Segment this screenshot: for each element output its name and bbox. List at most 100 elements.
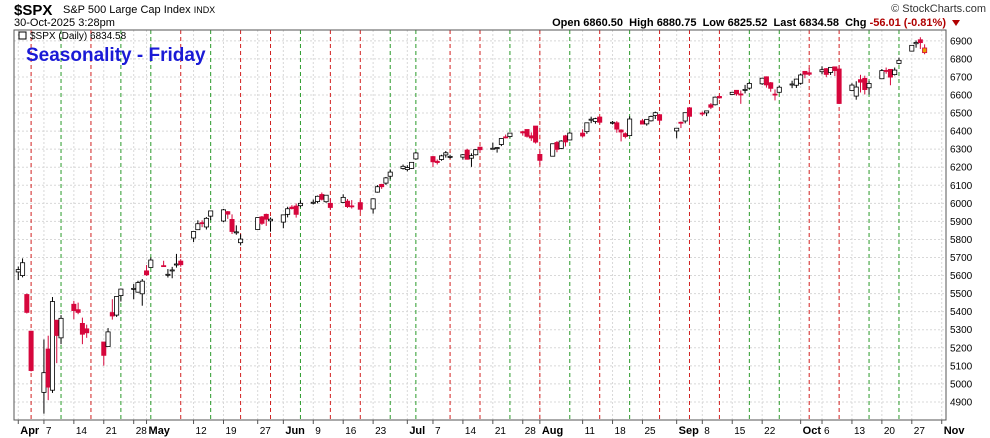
candle-body bbox=[704, 110, 710, 114]
candle bbox=[819, 66, 825, 75]
candle-body bbox=[862, 77, 868, 90]
y-tick-label: 5400 bbox=[950, 307, 973, 318]
y-tick-label: 5200 bbox=[950, 343, 973, 354]
candle bbox=[319, 192, 325, 201]
x-axis: Apr 7 14 21 28 May 12 19 27 Jun 9 16 23 Jul 7 14 21 28 Aug… bbox=[17, 420, 965, 437]
candle-body bbox=[24, 294, 30, 313]
candle bbox=[563, 134, 569, 147]
y-tick-label: 5700 bbox=[950, 253, 973, 264]
candle-body bbox=[144, 270, 150, 276]
candle-body bbox=[537, 154, 543, 161]
candle bbox=[627, 116, 633, 137]
candle-body bbox=[357, 202, 363, 210]
description-text: S&P 500 Large Cap Index bbox=[63, 4, 191, 16]
y-tick-label: 6100 bbox=[950, 181, 973, 192]
candle bbox=[584, 122, 590, 134]
candle bbox=[15, 266, 21, 281]
candle-body bbox=[738, 93, 744, 96]
candle bbox=[614, 121, 620, 133]
candle bbox=[114, 296, 120, 317]
x-tick-label: 18 bbox=[615, 426, 627, 437]
candle bbox=[729, 91, 735, 95]
candle-body bbox=[28, 330, 34, 371]
candle bbox=[220, 208, 226, 223]
candle-body bbox=[225, 211, 231, 215]
candle-body bbox=[520, 131, 526, 134]
candle-body bbox=[734, 89, 740, 95]
chart-header: $SPX S&P 500 Large Cap Index INDX 30-Oct… bbox=[0, 0, 990, 30]
candle bbox=[699, 111, 705, 117]
candle-body bbox=[806, 72, 812, 75]
candle-body bbox=[131, 287, 137, 290]
candle-body bbox=[169, 269, 175, 272]
candle bbox=[776, 85, 782, 93]
open-value: 6860.50 bbox=[583, 17, 624, 29]
x-tick-label: 28 bbox=[525, 426, 537, 437]
candle bbox=[648, 115, 654, 122]
x-tick-label: 21 bbox=[106, 426, 118, 437]
candle-body bbox=[614, 122, 620, 130]
down-arrow-icon bbox=[952, 20, 960, 26]
candle bbox=[734, 89, 740, 96]
candle bbox=[468, 153, 474, 167]
candle-body bbox=[349, 205, 355, 208]
candle bbox=[507, 132, 513, 138]
candle bbox=[280, 214, 286, 229]
candle-body bbox=[498, 138, 504, 145]
candle bbox=[349, 200, 355, 209]
candle bbox=[622, 132, 628, 139]
x-tick-label: 13 bbox=[854, 426, 866, 437]
candle-body bbox=[473, 149, 479, 156]
x-tick-label: 11 bbox=[585, 426, 596, 437]
candle bbox=[165, 269, 171, 278]
candle-body bbox=[255, 217, 261, 230]
candle-body bbox=[118, 288, 124, 296]
candle bbox=[892, 67, 898, 76]
candle-body bbox=[79, 323, 85, 335]
brand-logo[interactable]: © StockCharts.com bbox=[891, 3, 986, 15]
y-tick-label: 5000 bbox=[950, 379, 973, 390]
candle-body bbox=[789, 83, 795, 86]
x-tick-label: Jun bbox=[285, 425, 305, 437]
candle-body bbox=[370, 198, 376, 210]
candle bbox=[558, 140, 564, 150]
candle bbox=[678, 121, 684, 129]
candle-body bbox=[648, 116, 654, 122]
candle-body bbox=[678, 121, 684, 124]
candle bbox=[738, 90, 744, 104]
candle bbox=[644, 118, 650, 126]
candle-body bbox=[768, 82, 774, 89]
candle-body bbox=[178, 260, 184, 266]
candle-body bbox=[203, 217, 209, 228]
candle bbox=[323, 194, 329, 203]
candle-body bbox=[712, 96, 718, 106]
y-tick-label: 5900 bbox=[950, 217, 973, 228]
candle bbox=[682, 112, 688, 124]
candle-body bbox=[280, 214, 286, 223]
candle bbox=[708, 103, 714, 110]
candle bbox=[148, 257, 154, 268]
candle bbox=[191, 231, 197, 242]
candle bbox=[716, 95, 722, 99]
candle-body bbox=[494, 147, 500, 149]
candle bbox=[597, 116, 603, 124]
candle bbox=[169, 266, 175, 279]
candle bbox=[75, 302, 81, 315]
candle-body bbox=[315, 195, 321, 202]
candle-body bbox=[772, 93, 778, 96]
y-tick-label: 6700 bbox=[950, 72, 973, 83]
candle bbox=[409, 161, 415, 170]
candle bbox=[917, 37, 923, 49]
high-value: 6880.75 bbox=[656, 17, 697, 29]
candle-body bbox=[802, 70, 808, 75]
candle-body bbox=[161, 265, 167, 268]
candle bbox=[255, 217, 261, 230]
candle bbox=[54, 319, 60, 364]
candle-body bbox=[199, 222, 205, 225]
candle-body bbox=[699, 112, 705, 115]
candle bbox=[592, 117, 598, 124]
candle-body bbox=[524, 129, 530, 137]
candle-body bbox=[716, 96, 722, 99]
candle-body bbox=[263, 213, 269, 220]
